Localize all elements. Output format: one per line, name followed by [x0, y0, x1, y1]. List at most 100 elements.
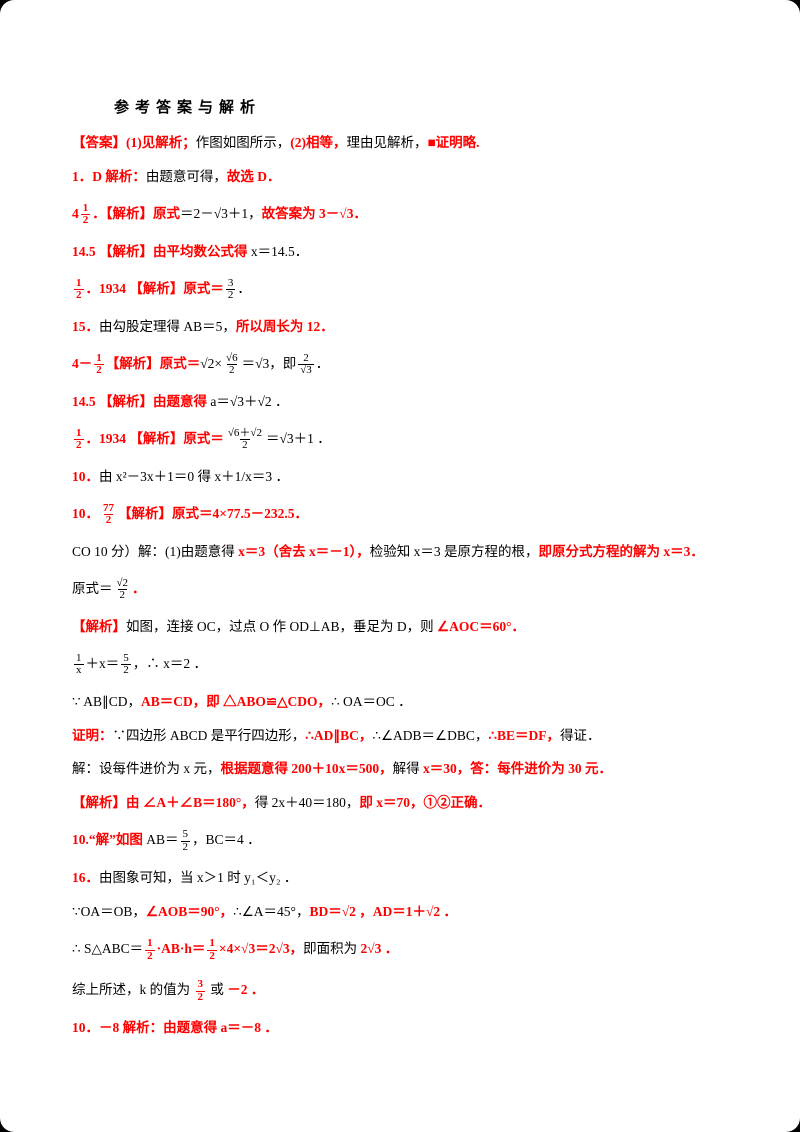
answer-segment: 1．D 解析： — [72, 168, 146, 184]
answer-segment: －2 ． — [227, 982, 265, 998]
answer-line: 1 x ＋x＝ 5 2 ，∴ x＝2 ． — [72, 651, 730, 677]
answer-line: 1 2 ．1934 【解析】原式＝ 3 2 ． — [72, 276, 730, 302]
answer-line: 解：设每件进价为 x 元，根据题意得 200＋10x＝500，解得 x＝30，答… — [72, 761, 730, 778]
answer-segment: 【解析】由 ∠A＋∠B＝180°， — [72, 795, 255, 811]
answer-line: 10． 77 2 【解析】原式＝4×77.5－232.5． — [72, 501, 730, 527]
text-segment: x＝14.5． — [247, 243, 309, 259]
text-segment: ∴ OA＝OC ． — [331, 693, 412, 709]
answer-segment: 10． — [72, 505, 99, 521]
answer-segment: 由题意得 a＝－8 ． — [163, 1020, 278, 1036]
answer-segment: 4 — [72, 205, 79, 221]
text-segment: ＋x＝ — [85, 655, 120, 671]
answer-segment: 【解析】 — [72, 618, 126, 634]
answer-lines: 【答案】(1)见解析；作图如图所示，(2)相等，理由见解析，■证明略. 1．D 解… — [72, 135, 730, 1037]
answer-line: 原式＝ √2 2 ． — [72, 576, 730, 602]
text-segment: 综上所述，k 的值为 — [72, 982, 194, 998]
answer-segment: 证明： — [72, 727, 113, 743]
text-segment: a＝√3＋√2 ． — [207, 393, 289, 409]
fraction: √2 2 — [116, 576, 129, 602]
text-segment: 得 2x＋40＝180， — [254, 795, 360, 811]
answer-line: 10．由 x²－3x＋1＝0 得 x＋1/x＝3 ． — [72, 469, 730, 486]
text-segment: 理由见解析， — [346, 135, 428, 150]
answer-line: 4 1 2 ．【解析】原式＝2－√3＋1，故答案为 3－√3． — [72, 201, 730, 227]
answer-line: 【解析】由 ∠A＋∠B＝180°，得 2x＋40＝180，即 x＝70，①②正确… — [72, 795, 730, 812]
answer-line: 【解析】如图，连接 OC，过点 O 作 OD⊥AB，垂足为 D，则 ∠AOC＝6… — [72, 619, 730, 636]
answer-segment: AB＝CD，即 △ABO≌△CDO， — [140, 693, 332, 709]
text-segment: 由题意可得， — [145, 168, 227, 184]
text-segment: ，∴ x＝2 ． — [132, 655, 207, 671]
answer-line: 证明：∵四边形 ABCD 是平行四边形，∴AD∥BC，∴∠ADB＝∠DBC，∴B… — [72, 728, 730, 745]
answer-segment: 16． — [72, 870, 99, 886]
text-segment: √2× — [200, 355, 223, 371]
answer-line: CO 10 分）解：(1)由题意得 x＝3（舍去 x＝－1），检验知 x＝3 是… — [72, 544, 730, 561]
answer-segment: 2√3 ． — [360, 941, 399, 957]
answer-segment: ∴BE＝DF， — [488, 727, 561, 743]
text-segment: 由 x²－3x＋1＝0 得 x＋1/x＝3 ． — [99, 468, 290, 484]
fraction: √6 2 — [226, 351, 238, 377]
answer-line: 4－ 1 2 【解析】原式＝√2× √6 2 ＝√3，即 2 √3 ． — [72, 351, 730, 377]
answer-segment: 【解析】原式＝ — [105, 355, 201, 371]
answer-segment: x＝30，答：每件进价为 30 元． — [423, 761, 612, 777]
answer-line: 【答案】(1)见解析；作图如图所示，(2)相等，理由见解析，■证明略. — [72, 135, 730, 152]
text-segment: ∴∠ADB＝∠DBC， — [372, 727, 489, 743]
answer-line: 1 2 ．1934 【解析】原式＝ √6＋√2 2 ＝√3＋1 ． — [72, 426, 730, 452]
text-segment: ∴ S△ABC＝ — [72, 941, 144, 957]
answer-segment: ． — [132, 580, 146, 596]
text-segment: ． — [237, 280, 251, 296]
text-segment: CO 10 分）解：(1)由题意得 — [72, 543, 239, 559]
text-segment: ∵OA＝OB， — [72, 904, 146, 920]
fraction: √6＋√2 2 — [227, 426, 262, 452]
text-segment: ∵四边形 ABCD 是平行四边形， — [112, 727, 306, 743]
answer-segment: 即 x＝70，①②正确． — [359, 795, 492, 811]
fraction: 77 2 — [103, 501, 114, 527]
text-segment: 检验知 x＝3 是原方程的根， — [369, 543, 539, 559]
answer-segment: (2)相等， — [290, 135, 347, 150]
answer-segment: 4－ — [72, 355, 93, 371]
text-segment: 由图象可知，当 x＞1 时 y₁＜y₂ ． — [99, 870, 298, 886]
answer-segment: BD＝√2 ，AD＝1＋√2 ． — [309, 904, 458, 920]
answer-segment: x＝3（舍去 x＝－1）， — [238, 543, 370, 559]
answer-line: 14.5 【解析】由题意得 a＝√3＋√2 ． — [72, 394, 730, 411]
text-segment: 原式＝ — [72, 580, 113, 596]
page-title: 参考答案与解析 — [114, 100, 262, 116]
text-segment: 解得 — [392, 761, 423, 777]
answer-line: 10.“解”如图 AB＝ 5 2 ，BC＝4 ． — [72, 829, 730, 853]
answer-line: 16．由图象可知，当 x＞1 时 y₁＜y₂ ． — [72, 870, 730, 887]
fraction: 2 √3 — [298, 351, 314, 377]
answer-line: 10．－8 解析：由题意得 a＝－8 ． — [72, 1020, 730, 1037]
answer-line: 14.5 【解析】由平均数公式得 x＝14.5． — [72, 244, 730, 261]
answer-segment: 10．－8 解析： — [72, 1020, 164, 1036]
text-segment: 作图如图所示， — [195, 135, 291, 150]
answer-line: ∵ AB∥CD，AB＝CD，即 △ABO≌△CDO，∴ OA＝OC ． — [72, 694, 730, 711]
text-segment: ＝√3＋1 ． — [265, 430, 331, 446]
answer-segment: 【答案】(1)见解析； — [72, 135, 196, 150]
text-segment: 即面积为 — [303, 941, 361, 957]
text-segment: 得证． — [560, 727, 601, 743]
answer-line: 15．由勾股定理得 AB＝5，所以周长为 12． — [72, 319, 730, 336]
text-segment: ∵ AB∥CD， — [72, 693, 141, 709]
text-segment: 由勾股定理得 AB＝5， — [99, 318, 236, 334]
answer-segment: 15． — [72, 318, 99, 334]
answer-segment: 10． — [72, 468, 99, 484]
text-segment: 如图，连接 OC，过点 O 作 OD⊥AB，垂足为 D，则 — [126, 618, 438, 634]
answer-segment: 14.5 【解析】由题意得 — [72, 393, 207, 409]
answer-segment: ■证明略. — [427, 135, 480, 150]
answer-line: ∵OA＝OB，∠AOB＝90°，∴∠A＝45°，BD＝√2 ，AD＝1＋√2 ． — [72, 904, 730, 921]
answer-segment: ．1934 【解析】原式＝ — [85, 430, 224, 446]
answer-segment: 故选 D． — [226, 168, 281, 184]
answer-segment: 即原分式方程的解为 x＝3． — [538, 543, 704, 559]
answer-segment: 【解析】原式＝4×77.5－232.5． — [118, 505, 308, 521]
answer-segment: ·AB·h＝ — [156, 941, 206, 957]
answer-segment: ．【解析】原式 — [92, 205, 180, 221]
text-segment: ． — [315, 355, 330, 371]
answer-segment: 10.“解”如图 — [72, 832, 147, 848]
